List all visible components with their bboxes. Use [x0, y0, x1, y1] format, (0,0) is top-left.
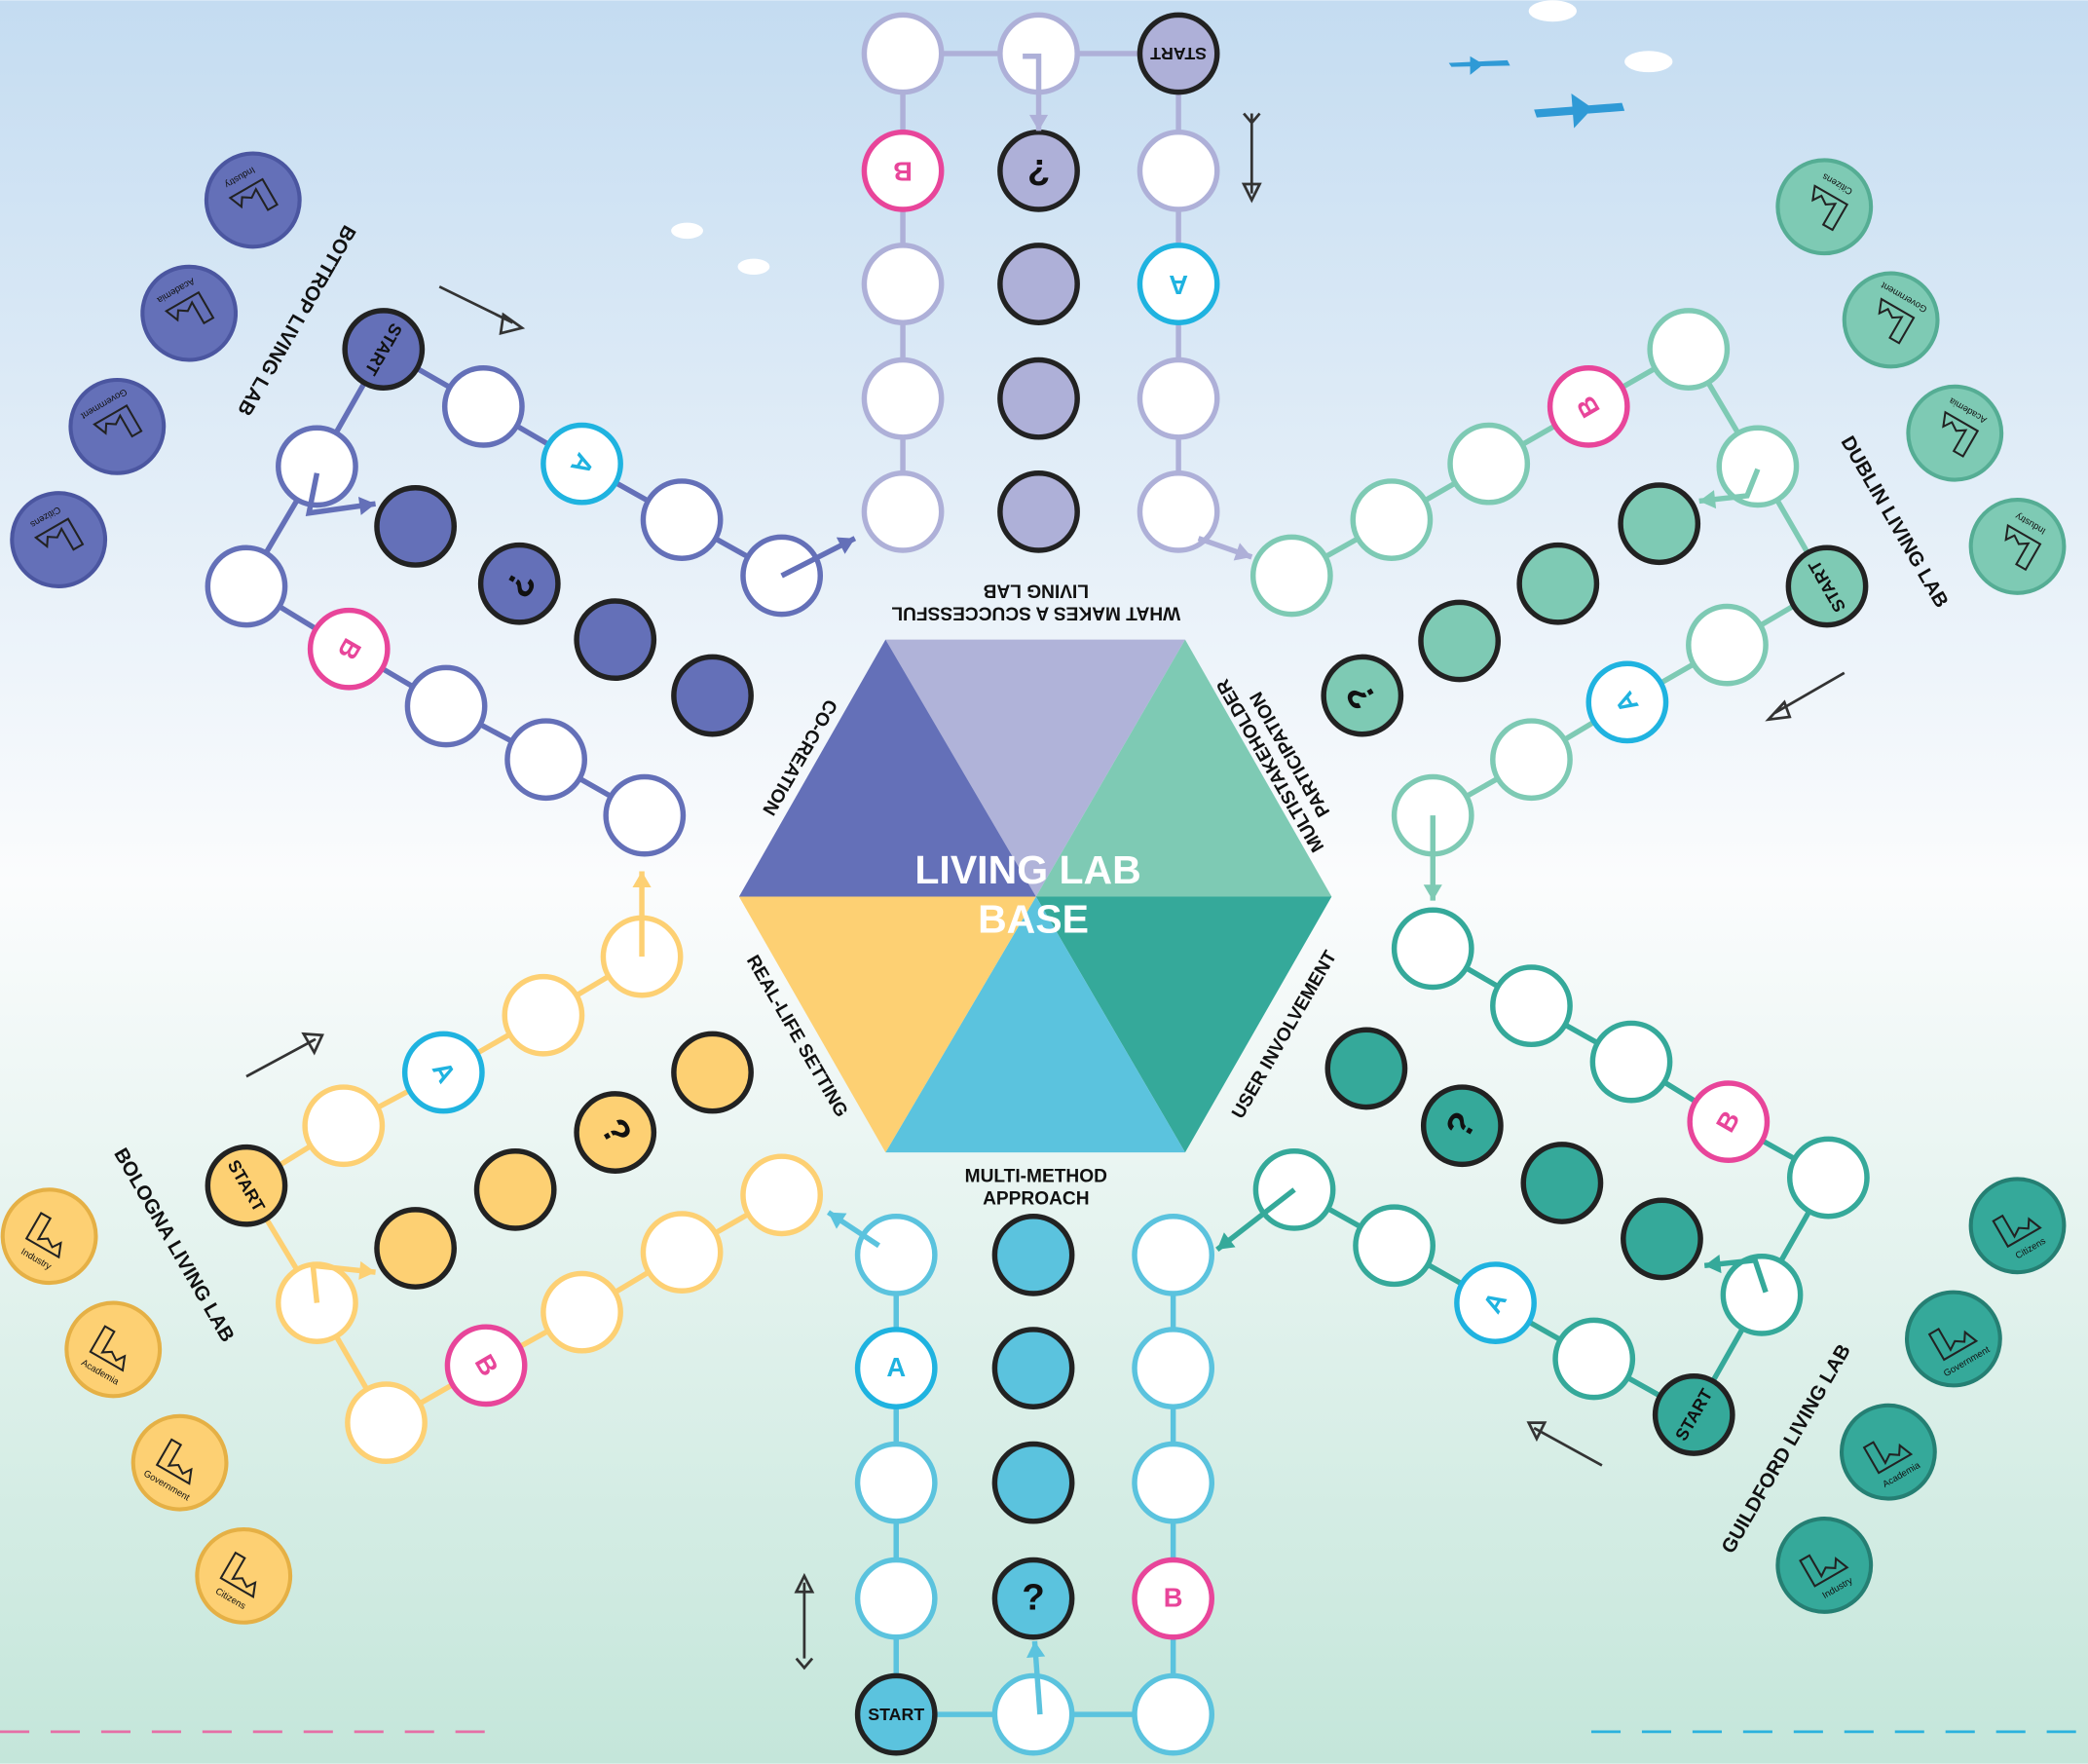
- segment-label-line: APPROACH: [983, 1189, 1089, 1210]
- card-space: [577, 601, 653, 678]
- space: [1723, 1257, 1800, 1333]
- question-space-label: ?: [1027, 151, 1050, 193]
- space: [643, 481, 720, 558]
- space: [1650, 311, 1727, 388]
- space: [1493, 721, 1570, 798]
- space: [1255, 1151, 1332, 1228]
- card-space: [1523, 1145, 1600, 1221]
- a-space-label: A: [886, 1352, 906, 1382]
- space: [864, 473, 941, 550]
- space: [858, 1559, 935, 1636]
- space: [407, 667, 484, 744]
- space: [643, 1214, 720, 1291]
- card-space: [994, 1217, 1071, 1294]
- card-space: [1000, 245, 1077, 322]
- start-space-label: START: [868, 1705, 924, 1724]
- space: [507, 721, 584, 798]
- card-space: [1327, 1030, 1404, 1107]
- space: [858, 1445, 935, 1521]
- card-space: [674, 657, 751, 733]
- card-space: [377, 1210, 454, 1287]
- center-title: LIVING LAB: [914, 847, 1140, 892]
- space: [543, 1274, 620, 1351]
- center-title: BASE: [978, 896, 1089, 941]
- space: [743, 1156, 820, 1233]
- space: [445, 368, 522, 445]
- card-space: [674, 1033, 751, 1110]
- space: [1353, 481, 1430, 558]
- segment-label-line: WHAT MAKES A SCUCCESSFUL: [891, 603, 1180, 623]
- segment-label-line: LIVING LAB: [984, 580, 1089, 600]
- space: [1719, 428, 1796, 505]
- card-space: [1519, 545, 1596, 622]
- space: [1253, 537, 1330, 614]
- space: [1790, 1139, 1867, 1216]
- space: [1135, 1330, 1212, 1407]
- space: [1139, 132, 1216, 209]
- space: [279, 1264, 355, 1341]
- card-space: [1000, 473, 1077, 550]
- card-space: [477, 1151, 554, 1228]
- space: [864, 360, 941, 437]
- card-space: [1000, 360, 1077, 437]
- space: [994, 1675, 1071, 1752]
- card-space: [1421, 602, 1498, 679]
- space: [864, 15, 941, 92]
- space: [279, 428, 355, 505]
- card-space: [994, 1445, 1071, 1521]
- space: [1450, 426, 1527, 503]
- space: [1139, 360, 1216, 437]
- space: [1493, 967, 1570, 1044]
- card-space: [1623, 1200, 1700, 1277]
- space: [348, 1384, 425, 1461]
- question-space-label: ?: [1022, 1577, 1044, 1619]
- start-space-label: START: [1150, 44, 1207, 63]
- space: [1395, 910, 1472, 987]
- space: [606, 776, 683, 853]
- b-space-label: B: [1164, 1583, 1183, 1613]
- space: [504, 977, 581, 1054]
- space: [1135, 1445, 1212, 1521]
- space: [207, 547, 284, 624]
- segment-label-line: MULTI-METHOD: [965, 1166, 1107, 1186]
- space: [1555, 1320, 1632, 1397]
- a-space-label: A: [1169, 270, 1188, 300]
- space: [1135, 1217, 1212, 1294]
- space: [1135, 1675, 1212, 1752]
- space: [864, 245, 941, 322]
- space: [858, 1217, 935, 1294]
- space: [1356, 1207, 1433, 1284]
- game-board: LIVING LAB BASE WHAT MAKES A SCUCCESSFUL…: [0, 0, 2088, 1764]
- b-space-label: B: [893, 157, 913, 187]
- space: [305, 1087, 382, 1164]
- card-space: [1621, 485, 1697, 562]
- space: [1689, 606, 1766, 683]
- space: [1592, 1023, 1669, 1100]
- page: LIVING LAB BASE WHAT MAKES A SCUCCESSFUL…: [0, 0, 2088, 1764]
- card-space: [377, 488, 454, 565]
- card-space: [994, 1330, 1071, 1407]
